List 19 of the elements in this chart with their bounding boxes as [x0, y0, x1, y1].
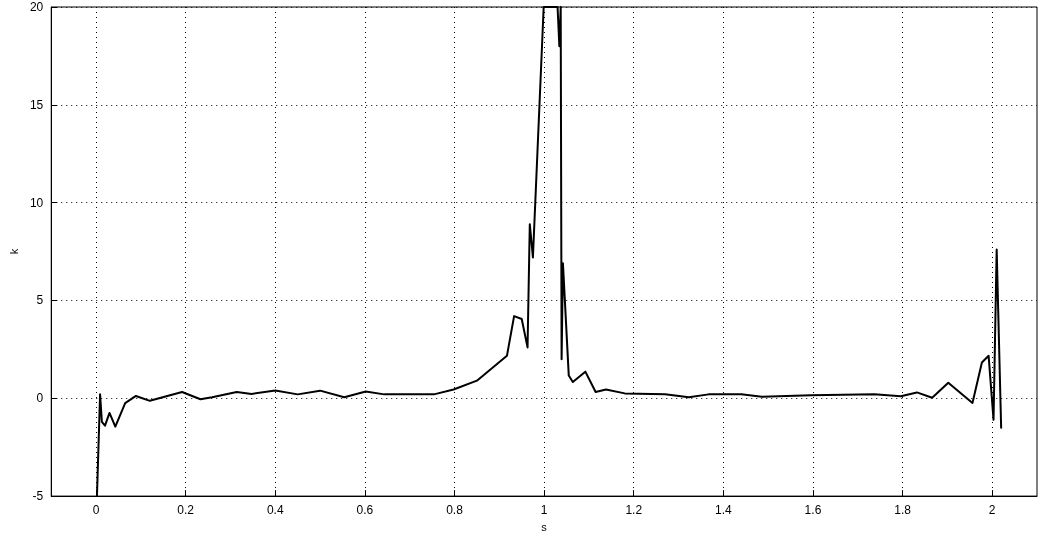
- y-tick-label: 15: [29, 97, 44, 112]
- x-tick-label: 1.2: [625, 503, 643, 518]
- x-tick-label: 2: [988, 503, 996, 518]
- x-tick-label: 1.6: [804, 503, 822, 518]
- x-tick-label: 0.8: [446, 503, 464, 518]
- x-tick-label: 0.4: [266, 503, 284, 518]
- y-tick-label: 10: [29, 195, 44, 210]
- x-tick-label: 1.8: [894, 503, 912, 518]
- x-tick-label: 0.6: [356, 503, 374, 518]
- x-tick-label: 1: [540, 503, 548, 518]
- x-tick-label: 1.4: [715, 503, 733, 518]
- y-axis-title: k: [7, 248, 20, 255]
- x-axis-title: s: [541, 520, 548, 533]
- y-tick-label: 20: [29, 0, 44, 14]
- x-tick-label: 0: [92, 503, 100, 518]
- y-tick-label: 0: [36, 391, 44, 406]
- y-tick-label: 5: [36, 293, 44, 308]
- y-tick-label: -5: [32, 489, 44, 504]
- x-tick-label: 0.2: [177, 503, 195, 518]
